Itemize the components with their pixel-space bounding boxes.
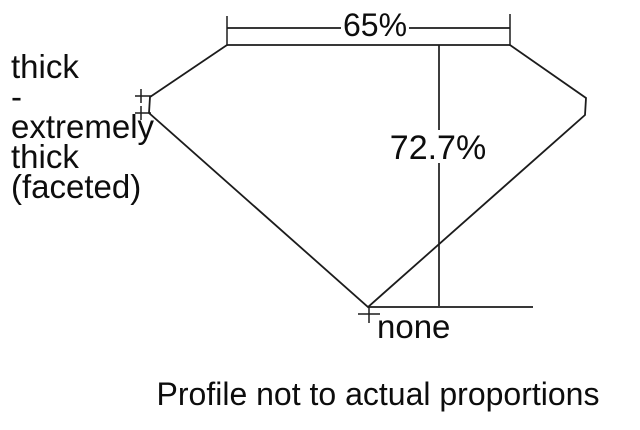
girdle-tick-upper — [135, 89, 152, 103]
girdle-label-line: (faceted) — [11, 168, 142, 205]
culet-tick-cross — [358, 306, 380, 323]
caption-text: Profile not to actual proportions — [156, 376, 600, 412]
girdle-label-line: extremely — [11, 108, 155, 145]
culet-label: none — [377, 308, 451, 345]
table-width-measure-line — [226, 14, 511, 46]
girdle-tick-lower — [135, 106, 151, 120]
diamond-outline — [148, 44, 587, 309]
depth-percentage-label: 72.7% — [389, 129, 487, 167]
girdle-thickness-label: thick - extremely thick (faceted) — [11, 48, 155, 205]
girdle-label-line: thick — [11, 48, 79, 85]
girdle-label-line: - — [11, 78, 22, 115]
table-width-label: 65% — [342, 7, 408, 43]
girdle-label-line: thick — [11, 138, 79, 175]
